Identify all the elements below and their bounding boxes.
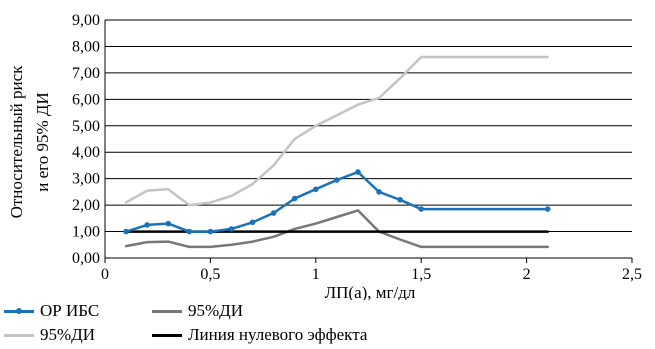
y-tick-label: 1,00 [72, 224, 100, 241]
y-tick-label: 0,00 [72, 250, 100, 267]
data-point [397, 197, 403, 203]
x-tick-label: 1,5 [411, 266, 431, 283]
x-tick-label: 1 [312, 266, 320, 283]
data-point [186, 228, 193, 235]
legend: ОР ИБС 95%ДИ 95%ДИ Линия нулевого эффект… [4, 300, 464, 348]
data-point [418, 206, 425, 212]
y-tick-label: 5,00 [72, 118, 100, 135]
y-tick-label: 2,00 [72, 197, 100, 214]
series-line-2 [124, 55, 549, 207]
legend-swatch-null-effect [152, 324, 182, 346]
data-point [270, 210, 277, 216]
data-point [355, 169, 361, 175]
x-tick-label: 2 [523, 266, 531, 283]
legend-label-null-effect: Линия нулевого эффекта [188, 325, 368, 344]
y-tick-label: 7,00 [72, 65, 100, 82]
legend-swatch-or-ibs [4, 300, 34, 322]
x-tick-label: 0 [101, 266, 109, 283]
legend-item-ci-lower: 95%ДИ [152, 300, 243, 322]
legend-swatch-ci-lower [152, 300, 182, 322]
legend-label-ci-lower: 95%ДИ [188, 301, 244, 320]
x-axis-title: ЛП(а), мг/дл [325, 283, 416, 300]
legend-swatch-ci-upper [4, 324, 34, 346]
axes: 0,00 1,00 2,00 3,00 4,00 5,00 6,00 7,00 8,00 9,00… [72, 12, 642, 283]
data-point [376, 189, 382, 195]
series-markers [123, 169, 551, 235]
y-axis-title-line-2: и его 95% ДИ [33, 92, 52, 191]
legend-item-null-effect: Линия нулевого эффекта [152, 324, 367, 346]
data-point [291, 195, 298, 202]
legend-label-ci-upper: 95%ДИ [40, 325, 96, 344]
data-point [249, 219, 256, 226]
legend-item-or-ibs: ОР ИБС [4, 300, 99, 322]
legend-item-ci-upper: 95%ДИ [4, 324, 95, 346]
y-axis-title-line-1: Относительный риск [7, 65, 26, 219]
series-line-0 [124, 170, 549, 233]
y-tick-label: 8,00 [72, 38, 100, 55]
data-point [313, 186, 319, 193]
data-point [165, 220, 172, 227]
line-chart: 0,00 1,00 2,00 3,00 4,00 5,00 6,00 7,00 8,00 9,00… [7, 12, 642, 300]
x-tick-label: 2,5 [622, 266, 642, 283]
x-tick-label: 0,5 [200, 266, 220, 283]
data-point [123, 228, 129, 235]
legend-label-or-ibs: ОР ИБС [40, 301, 100, 320]
series-line-1 [124, 209, 549, 249]
y-tick-label: 4,00 [72, 144, 100, 161]
data-point [544, 206, 551, 212]
series-lines [124, 55, 549, 249]
data-point [228, 226, 235, 232]
data-point [334, 177, 340, 183]
y-tick-label: 6,00 [72, 91, 100, 108]
y-tick-label: 3,00 [72, 171, 100, 188]
y-tick-label: 9,00 [72, 12, 100, 29]
data-point [207, 228, 214, 235]
data-point [144, 222, 150, 228]
